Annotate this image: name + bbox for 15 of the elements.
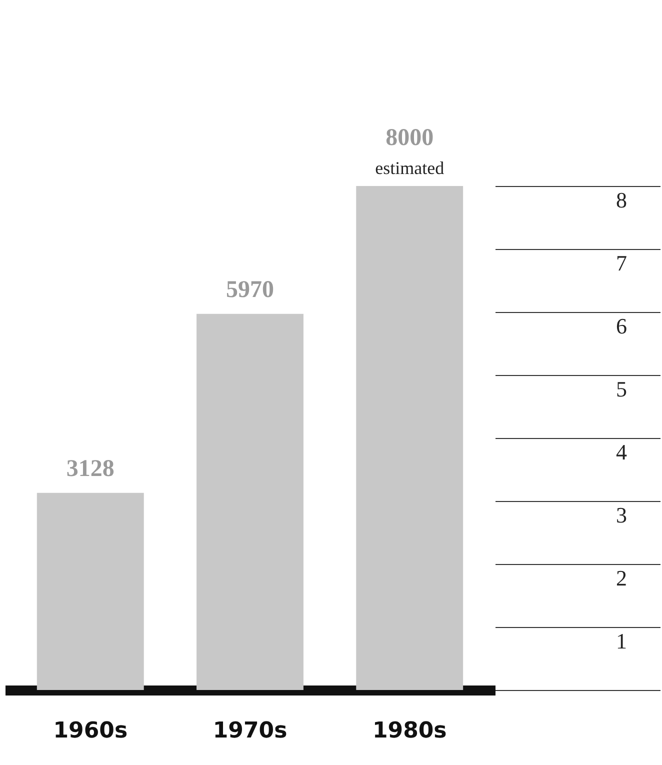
y-tick-label: 5 (616, 376, 627, 402)
x-tick-label: 1960s (53, 718, 128, 744)
annotation: 8000 (386, 125, 434, 151)
y-tick-label: 2 (616, 566, 627, 590)
x-tick-label: 1980s (372, 718, 447, 744)
y-tick-label: 3 (616, 502, 627, 528)
y-tick-label: 6 (616, 314, 627, 338)
annotation: estimated (375, 158, 444, 178)
annotation: 3128 (66, 456, 114, 482)
x-tick-label: 1970s (212, 718, 288, 744)
y-tick-label: 8 (616, 188, 627, 212)
y-tick-label: 4 (616, 440, 627, 464)
y-tick-label: 7 (616, 250, 627, 276)
annotation: 5970 (226, 276, 274, 303)
y-tick-label: 1 (616, 628, 627, 654)
